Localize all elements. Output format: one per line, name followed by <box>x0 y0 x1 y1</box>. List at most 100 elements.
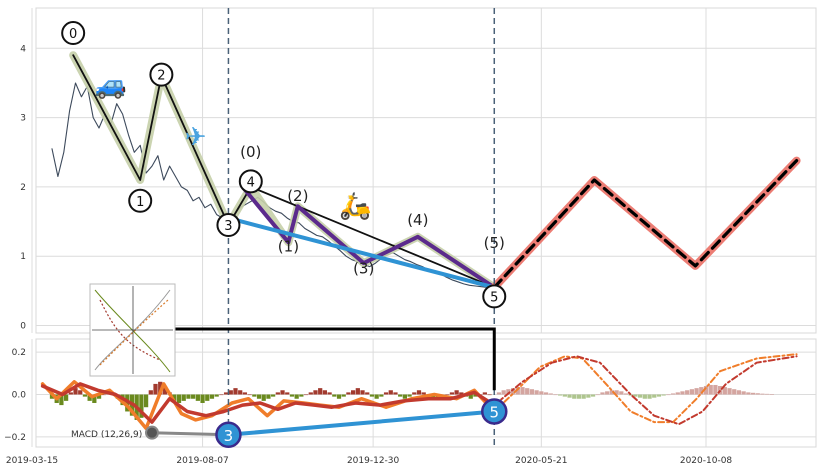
wave-label: 3 <box>224 219 232 234</box>
macd-hist-bar <box>473 394 478 397</box>
macd-hist-bar <box>755 393 760 395</box>
macd-hist-bar <box>647 394 652 399</box>
wave-label: (5) <box>484 234 505 252</box>
price-y-tick-label: 4 <box>20 44 26 54</box>
macd-hist-bar <box>285 392 290 395</box>
x-tick-label: 2019-08-07 <box>176 456 228 466</box>
macd-hist-bar <box>346 392 351 395</box>
macd-hist-bar <box>746 392 751 395</box>
wave-label: (0) <box>240 143 261 161</box>
inset-curve <box>94 289 171 371</box>
wave-label: (3) <box>353 260 374 278</box>
macd-hist-bar <box>567 394 572 398</box>
macd-label: MACD (12,26,9) <box>71 430 142 440</box>
macd-hist-bar <box>623 393 629 395</box>
x-tick-label: 2019-12-30 <box>347 456 400 466</box>
macd-hist-bar <box>63 394 69 401</box>
macd-hist-bar <box>59 394 64 406</box>
macd-hist-bar <box>256 394 262 399</box>
macd-hist-bar <box>595 394 600 396</box>
macd-hist-bar <box>510 388 516 395</box>
price-y-tick-label: 0 <box>20 322 26 332</box>
wave-label: 5 <box>490 290 498 305</box>
macd-hist-bar <box>383 392 389 395</box>
macd-hist-bar <box>412 392 417 395</box>
macd-hist-bar <box>186 394 191 399</box>
macd-hist-bar <box>393 392 398 395</box>
macd-series-signal <box>40 382 497 424</box>
macd-y-tick-label: 0.2 <box>12 348 26 358</box>
macd-hist-bar <box>769 394 774 395</box>
macd-hist-bar <box>666 394 671 396</box>
wave-label-circle <box>216 213 241 238</box>
macd-hist-bar <box>360 390 365 395</box>
wave-label-circle <box>128 188 153 213</box>
macd-hist-bar <box>675 392 680 395</box>
wave-label: (4) <box>407 211 428 229</box>
macd-hist-bar <box>318 388 323 395</box>
macd-hist-bar <box>299 394 304 397</box>
macd-hist-bar <box>416 390 422 395</box>
macd-hist-bar <box>407 394 412 397</box>
macd-hist-bar <box>760 393 765 395</box>
price-series-projection-dashed <box>492 159 799 289</box>
macd-hist-bar <box>534 390 539 395</box>
macd-hist-bar <box>369 394 375 397</box>
macd-hist-bar <box>308 392 313 395</box>
scooter-icon: 🛵 <box>339 192 371 222</box>
wave-label: 0 <box>69 27 77 42</box>
macd-hist-bar <box>143 394 149 408</box>
macd-series-macd-projection <box>493 353 798 424</box>
macd-hist-bar <box>520 387 525 395</box>
macd-hist-bar <box>73 388 78 395</box>
macd-hist-bar <box>271 394 276 397</box>
macd-hist-bar <box>162 386 168 395</box>
price-series-trendline <box>226 216 497 290</box>
wave-label-circle <box>238 169 263 194</box>
macd-hist-bar <box>487 394 492 396</box>
macd-hist-bar <box>699 387 704 395</box>
wave-label-circle <box>61 21 86 46</box>
macd-hist-bar <box>374 394 379 399</box>
macd-hist-bar <box>515 387 520 395</box>
macd-marker-label: 5 <box>489 403 499 421</box>
macd-hist-bar <box>68 392 73 395</box>
x-tick-label: 2019-03-15 <box>6 456 58 466</box>
macd-hist-bar <box>576 394 582 399</box>
macd-hist-bar <box>459 392 464 395</box>
macd-hist-bar <box>548 393 553 395</box>
macd-hist-bar <box>713 384 718 395</box>
macd-hist-bar <box>614 390 619 395</box>
inset-thumbnail <box>89 283 176 377</box>
macd-hist-bar <box>228 390 233 395</box>
macd-hist-bar <box>445 394 450 396</box>
macd-hist-bar <box>449 392 455 395</box>
macd-hist-bar <box>421 392 426 395</box>
macd-marker-circle <box>481 398 508 425</box>
macd-hist-bar <box>280 390 285 395</box>
macd-hist-bar <box>101 394 106 396</box>
macd-hist-bar <box>689 389 695 395</box>
macd-hist-bar <box>685 390 690 395</box>
macd-hist-bar <box>252 394 257 397</box>
macd-hist-bar <box>205 394 210 401</box>
price-series-price <box>51 82 495 288</box>
macd-series-signal-projection <box>493 355 798 426</box>
macd-hist-bar <box>266 394 271 399</box>
annotation-overlay: 0 1 2 3 4 5 (0) (1) (2) (3) (4) (5) 🚙 ✈ 🛵 3 5 <box>61 8 508 449</box>
macd-hist-bar <box>572 394 577 399</box>
inset-curve <box>99 299 161 361</box>
macd-hist-bar <box>341 394 346 397</box>
price-series-wave-primary <box>72 54 496 289</box>
macd-hist-bar <box>355 388 360 395</box>
macd-hist-bar <box>96 394 102 399</box>
macd-hist-bar <box>454 390 459 395</box>
macd-hist-bar <box>398 394 403 397</box>
macd-hist-bar <box>765 393 770 395</box>
car-icon: 🚙 <box>95 70 127 100</box>
macd-hist-bar <box>736 390 742 395</box>
macd-hist-bar <box>468 394 473 399</box>
macd-hist-bar <box>741 391 746 395</box>
macd-hist-bar <box>619 391 624 395</box>
